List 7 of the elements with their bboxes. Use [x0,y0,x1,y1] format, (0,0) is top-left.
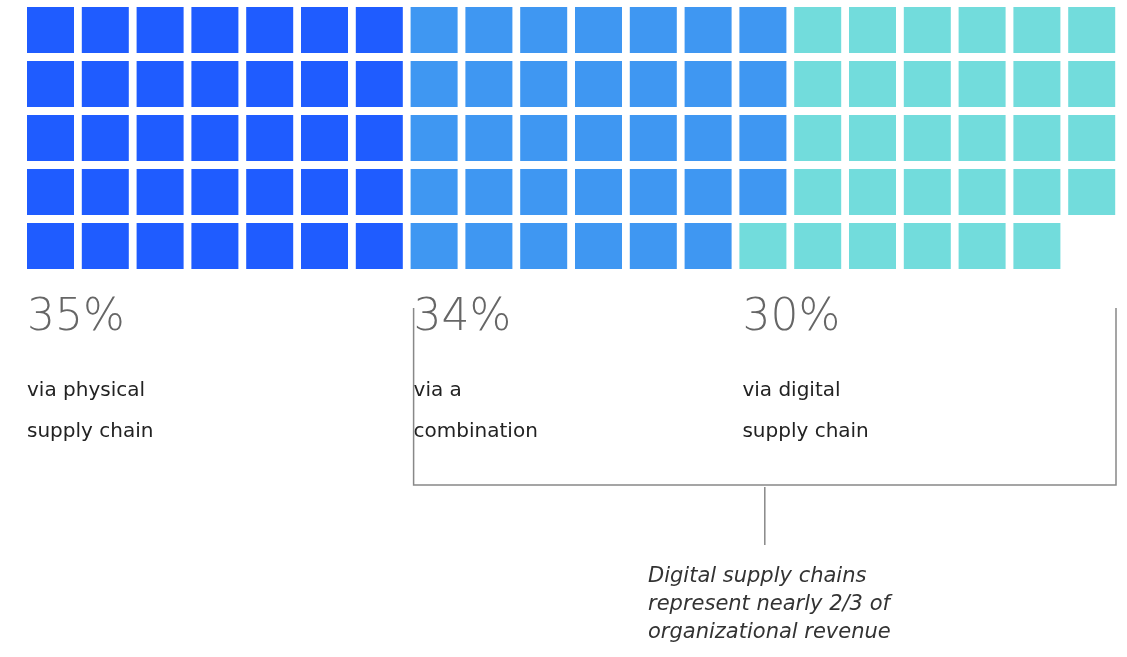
data-label: 35% [27,288,125,340]
category-label: via a combination [413,376,538,442]
category-label: via digital supply chain [742,376,869,442]
text: Digital supply chains represent nearly 2/3 of organizational revenue [648,563,897,643]
data-label: 30% [742,288,841,340]
data-label: 34% [413,288,512,340]
category-label: via physical supply chain [27,376,154,442]
